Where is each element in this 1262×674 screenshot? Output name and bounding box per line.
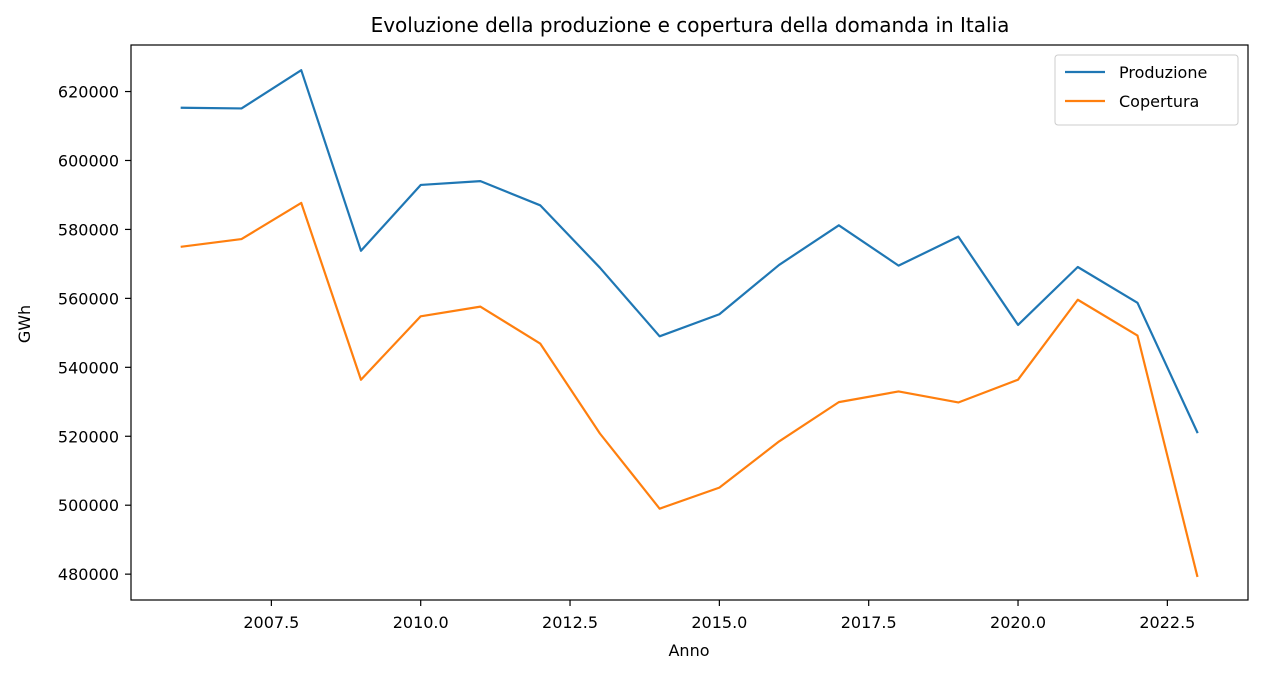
- y-tick-label: 600000: [58, 151, 119, 170]
- y-axis-label: GWh: [15, 305, 34, 343]
- y-axis: 480000 500000 520000 540000 560000 580000 6000…: [58, 83, 131, 584]
- x-tick-label: 2007.5: [243, 613, 299, 632]
- series-line-copertura: [180, 201, 1199, 578]
- x-tick-label: 2020.0: [990, 613, 1046, 632]
- x-axis: 2007.5 2010.0 2012.5 2015.0 2017.5 2020.0 2022…: [243, 600, 1195, 632]
- x-tick-label: 2010.0: [393, 613, 449, 632]
- x-tick-label: 2017.5: [841, 613, 897, 632]
- y-tick-label: 580000: [58, 220, 119, 239]
- x-tick-label: 2015.0: [691, 613, 747, 632]
- legend-label: Produzione: [1119, 63, 1207, 82]
- chart-title: Evoluzione della produzione e copertura …: [371, 13, 1010, 37]
- plot-area: [180, 69, 1199, 578]
- y-tick-label: 520000: [58, 427, 119, 446]
- legend: Produzione Copertura: [1054, 54, 1239, 126]
- y-tick-label: 480000: [58, 565, 119, 584]
- y-tick-label: 500000: [58, 496, 119, 515]
- x-tick-label: 2022.5: [1139, 613, 1195, 632]
- plot-frame: [130, 44, 1249, 601]
- x-axis-label: Anno: [668, 641, 709, 660]
- legend-label: Copertura: [1119, 92, 1199, 111]
- y-tick-label: 620000: [58, 83, 119, 102]
- y-tick-label: 540000: [58, 358, 119, 377]
- x-tick-label: 2012.5: [542, 613, 598, 632]
- series-line-produzione: [180, 69, 1199, 434]
- y-tick-label: 560000: [58, 289, 119, 308]
